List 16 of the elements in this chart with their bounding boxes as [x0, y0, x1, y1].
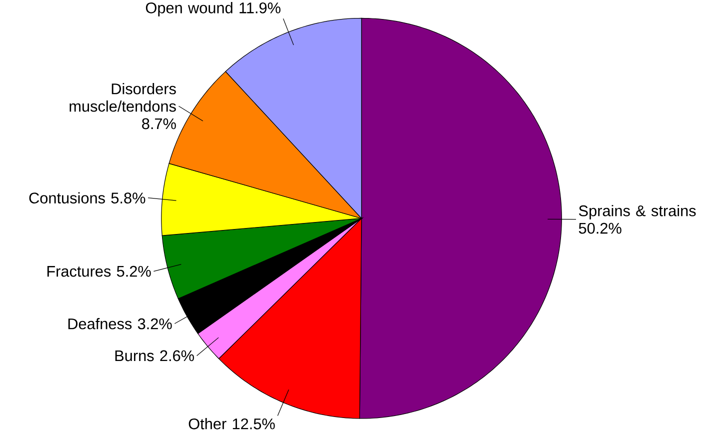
data-label: 8.7% [142, 118, 176, 130]
data-label: 5.2% [116, 266, 151, 277]
slice-label: Burns [115, 350, 154, 362]
slice-label: Deafness [68, 318, 132, 330]
data-label: 5.8% [111, 192, 146, 204]
slice-label: Open wound [146, 2, 232, 16]
slice-label: Sprains & strains [578, 204, 696, 220]
data-label: 2.6% [160, 350, 194, 362]
data-label: 11.9% [240, 2, 280, 14]
data-label: 3.2% [138, 318, 172, 330]
slice-label: Other [188, 418, 226, 430]
slice-label: Fractures [47, 266, 111, 277]
data-label: 12.5% [232, 418, 275, 430]
slice-label: Disorders muscle/tendons [70, 82, 176, 112]
data-label: 50.2% [578, 222, 622, 234]
slice-label: Contusions [29, 192, 105, 204]
